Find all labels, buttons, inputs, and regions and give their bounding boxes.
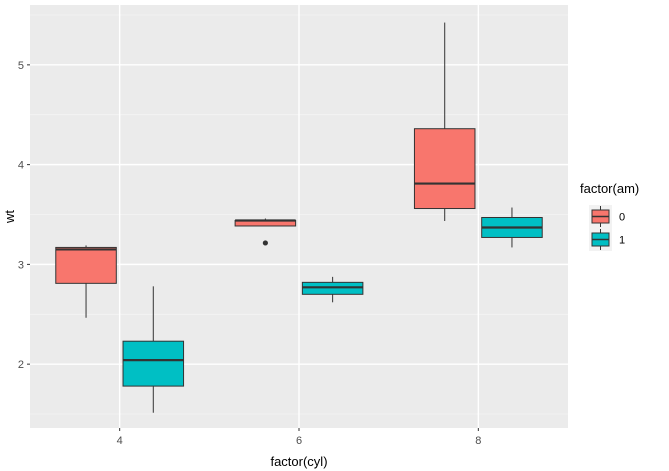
legend-title: factor(am) [580,181,639,196]
x-tick-label: 8 [475,435,481,447]
box-1-8 [481,207,543,248]
legend-key-1 [589,228,612,251]
legend-label: 1 [619,235,625,247]
box-body [122,340,185,387]
x-axis-title: factor(cyl) [270,454,327,469]
legend-label: 0 [619,212,625,224]
outlier-point [262,240,268,246]
major-gridlines [30,5,568,428]
box-0-6 [234,218,297,246]
x-axis: 4 6 8 [117,428,481,447]
box-0-4 [55,245,117,318]
box-body [55,246,117,284]
legend-key-0 [589,205,612,228]
legend: factor(am) 0 1 [580,181,639,251]
y-axis-title: wt [2,210,17,224]
x-tick-label: 4 [117,435,123,447]
boxes [55,22,543,413]
box-0-8 [413,22,476,221]
box-1-6 [301,276,364,303]
x-tick-label: 6 [296,435,302,447]
y-tick-label: 4 [18,160,24,172]
y-axis: 2 3 4 5 [18,60,30,371]
y-tick-label: 5 [18,60,24,72]
box-body [413,128,476,210]
box-1-4 [122,286,185,413]
y-tick-label: 2 [18,359,24,371]
y-tick-label: 3 [18,259,24,271]
